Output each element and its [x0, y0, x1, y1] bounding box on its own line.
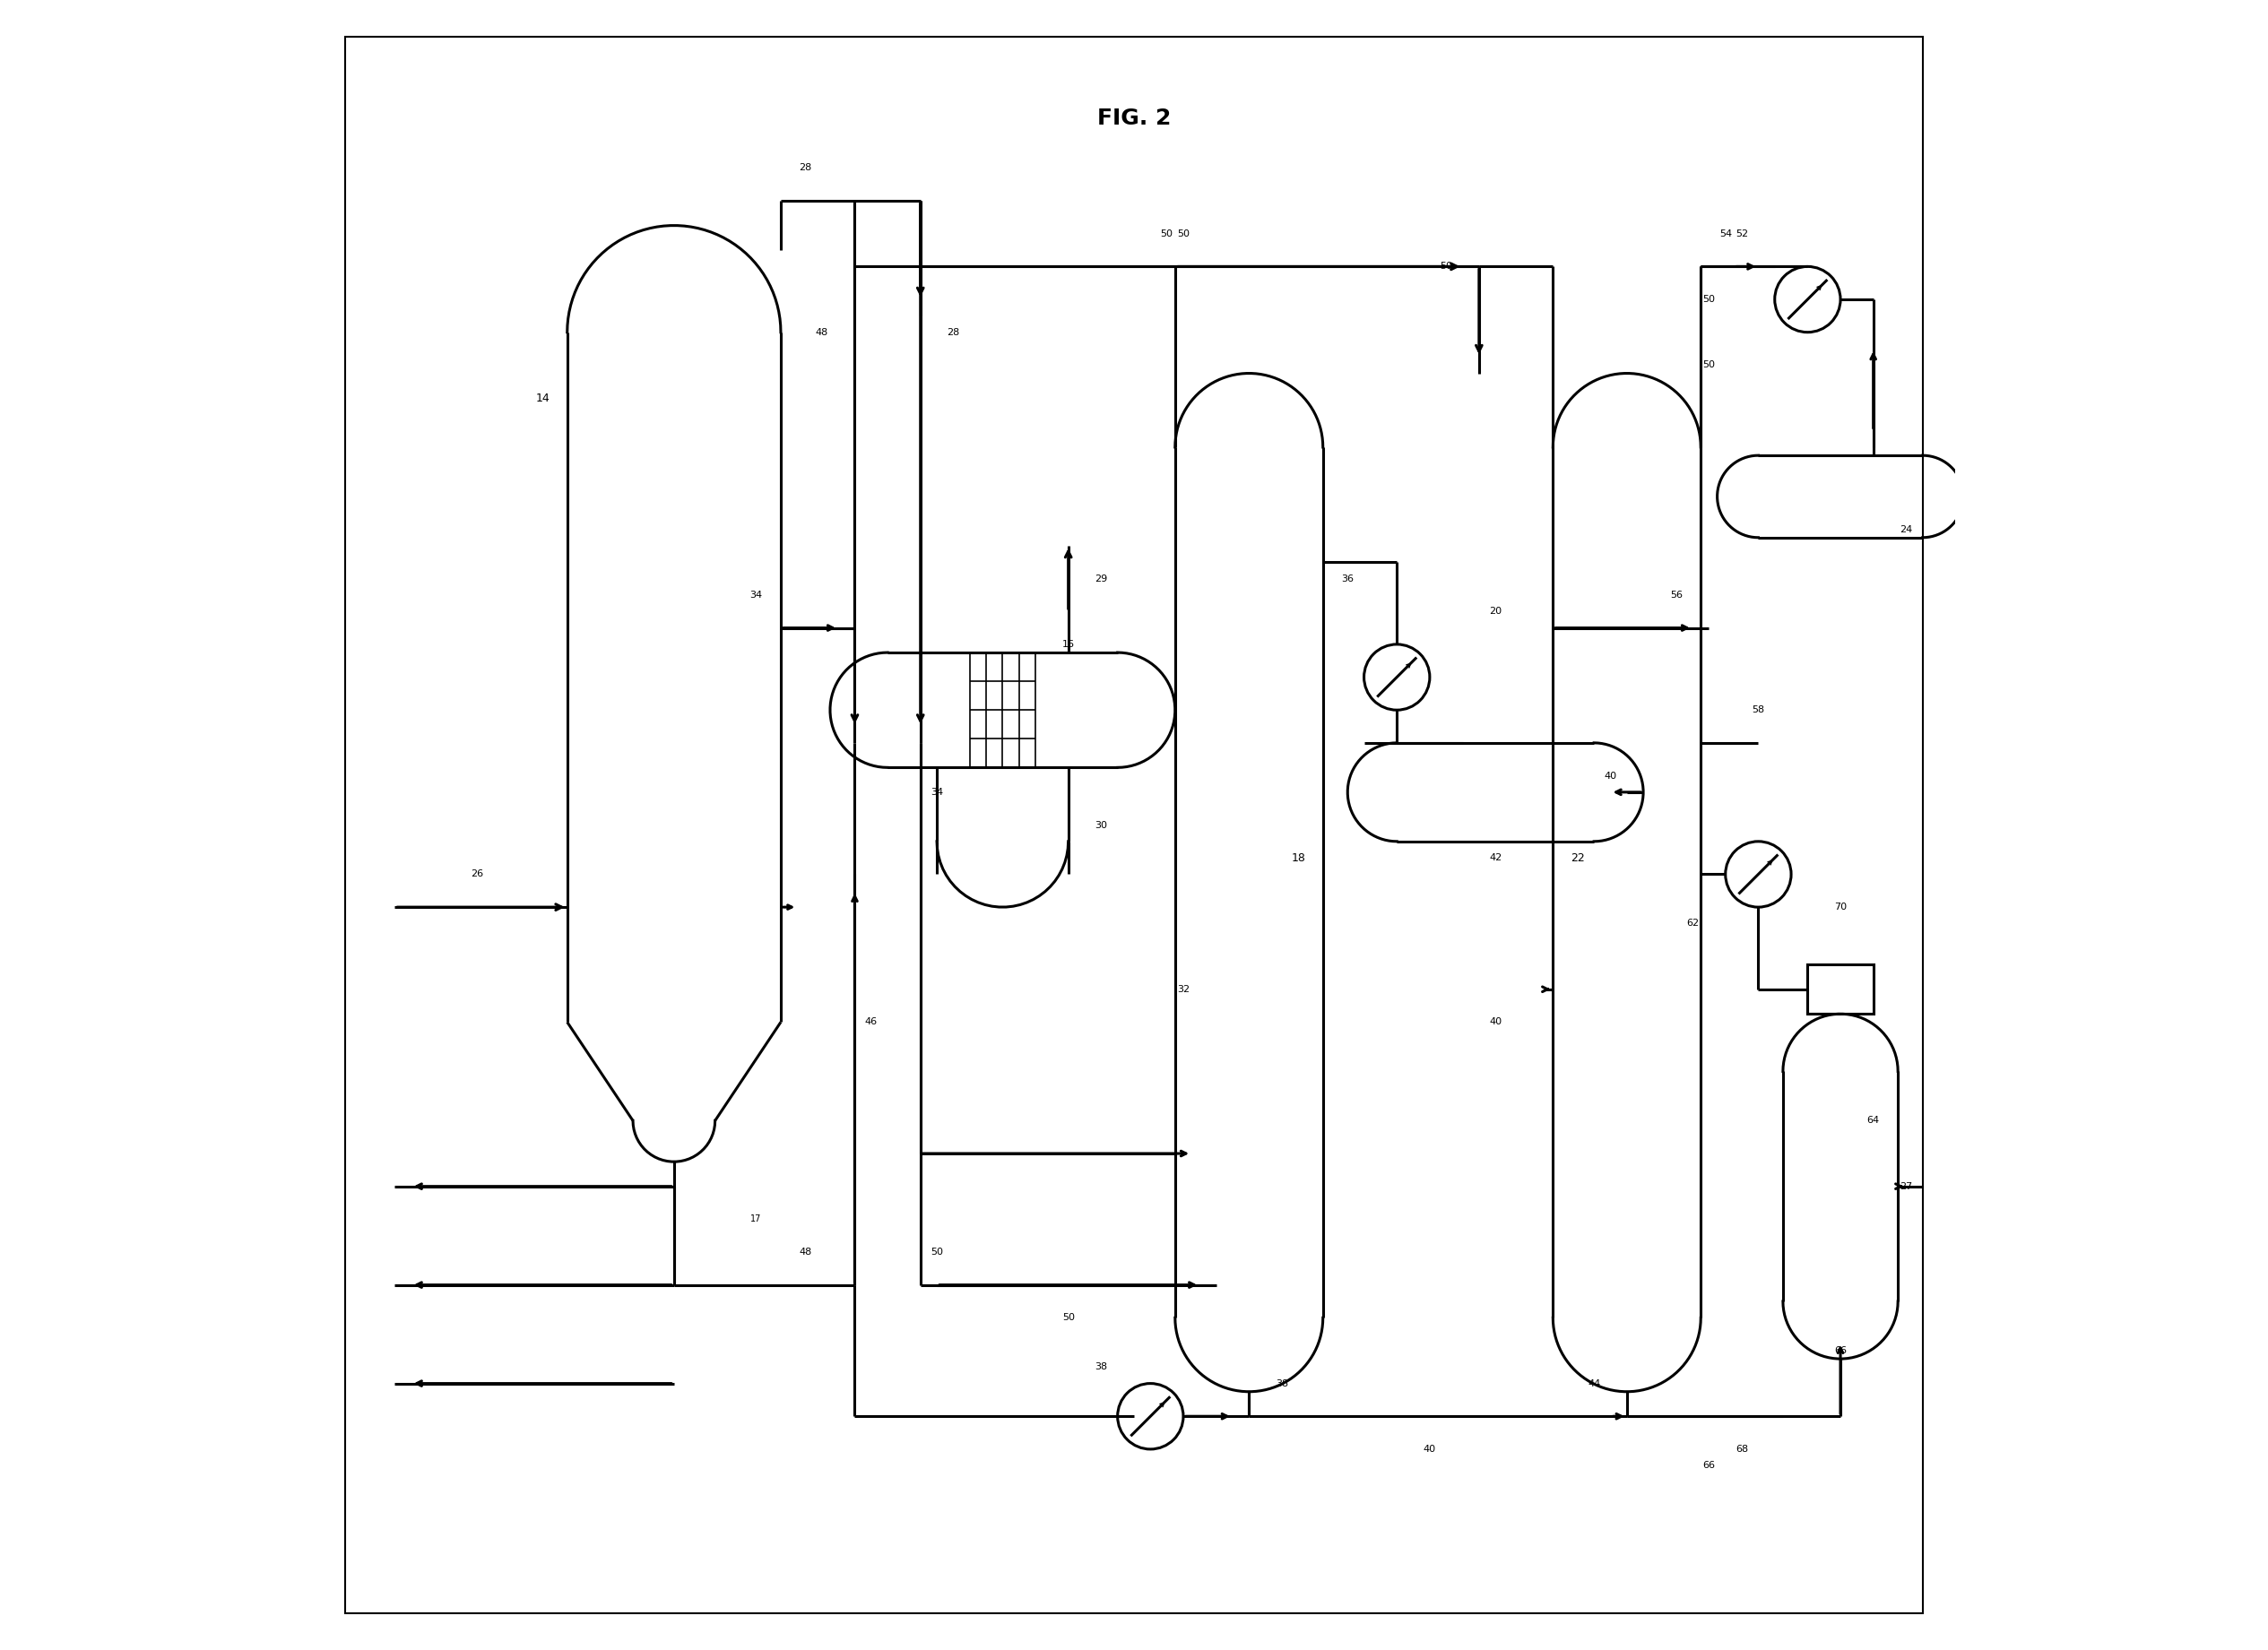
Text: 48: 48: [816, 328, 828, 337]
Text: 50: 50: [1703, 361, 1715, 370]
Text: 40: 40: [1603, 771, 1617, 780]
Text: 52: 52: [1735, 229, 1749, 238]
Text: 28: 28: [948, 328, 959, 337]
Text: 50: 50: [1703, 295, 1715, 304]
Text: 28: 28: [798, 163, 812, 173]
Text: 36: 36: [1340, 574, 1354, 582]
Text: 50: 50: [1177, 229, 1188, 238]
Text: 32: 32: [1177, 985, 1191, 993]
Text: 27: 27: [1901, 1181, 1912, 1191]
Text: 46: 46: [864, 1018, 878, 1026]
Text: 64: 64: [1867, 1115, 1880, 1125]
Text: 38: 38: [1275, 1379, 1288, 1388]
Text: 29: 29: [1095, 574, 1107, 582]
Text: 68: 68: [1735, 1445, 1749, 1454]
Text: 34: 34: [751, 591, 762, 599]
Text: 24: 24: [1901, 525, 1912, 535]
Text: 34: 34: [930, 787, 943, 797]
Text: 14: 14: [535, 393, 549, 404]
Text: 42: 42: [1490, 853, 1501, 863]
Text: 50: 50: [1440, 262, 1452, 271]
Text: 48: 48: [798, 1247, 812, 1257]
Text: 66: 66: [1835, 1346, 1846, 1355]
Text: 62: 62: [1685, 919, 1699, 927]
Text: 22: 22: [1569, 851, 1585, 863]
Text: 50: 50: [1161, 229, 1173, 238]
Text: 40: 40: [1490, 1018, 1501, 1026]
Text: FIG. 2: FIG. 2: [1098, 107, 1170, 129]
Text: 17: 17: [751, 1214, 762, 1224]
Text: 30: 30: [1095, 820, 1107, 830]
Text: 56: 56: [1669, 591, 1683, 599]
Text: 16: 16: [1061, 640, 1075, 648]
Text: 18: 18: [1290, 851, 1306, 863]
Text: 66: 66: [1703, 1462, 1715, 1470]
Text: 58: 58: [1751, 706, 1765, 714]
Bar: [1808, 965, 1873, 1013]
Text: 40: 40: [1424, 1445, 1436, 1454]
Text: 26: 26: [469, 870, 483, 879]
Text: 54: 54: [1719, 229, 1733, 238]
Text: 70: 70: [1835, 903, 1846, 911]
Text: 50: 50: [930, 1247, 943, 1257]
Text: 50: 50: [1061, 1313, 1075, 1322]
Text: 44: 44: [1588, 1379, 1601, 1388]
Text: 20: 20: [1490, 607, 1501, 615]
Text: 38: 38: [1095, 1363, 1107, 1371]
